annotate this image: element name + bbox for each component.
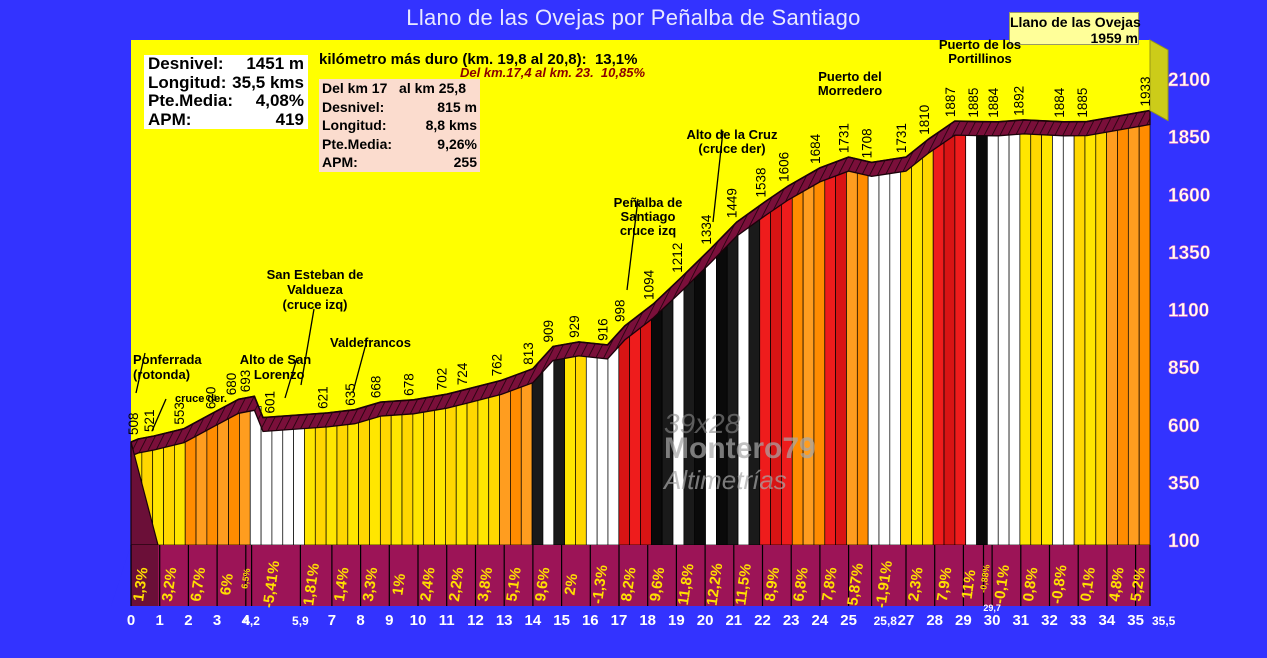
svg-text:35,5: 35,5 — [1152, 614, 1176, 628]
svg-text:14: 14 — [525, 612, 542, 629]
svg-text:1731: 1731 — [894, 123, 909, 153]
svg-text:18: 18 — [639, 612, 656, 629]
svg-text:17: 17 — [611, 612, 628, 629]
svg-text:4,2: 4,2 — [243, 614, 260, 628]
svg-text:1606: 1606 — [776, 152, 791, 182]
svg-text:916: 916 — [596, 318, 611, 341]
svg-text:1887: 1887 — [943, 87, 958, 117]
svg-text:1334: 1334 — [699, 214, 714, 245]
svg-text:35: 35 — [1127, 612, 1144, 629]
svg-text:10: 10 — [410, 612, 427, 629]
svg-text:2%: 2% — [562, 572, 582, 596]
svg-text:1: 1 — [156, 612, 164, 629]
svg-text:2100: 2100 — [1168, 70, 1210, 91]
svg-text:13: 13 — [496, 612, 513, 629]
svg-text:2: 2 — [184, 612, 192, 629]
svg-text:32: 32 — [1041, 612, 1058, 629]
svg-text:1884: 1884 — [986, 87, 1001, 118]
svg-text:702: 702 — [435, 368, 450, 391]
svg-text:1%: 1% — [389, 572, 409, 596]
svg-text:1884: 1884 — [1052, 87, 1067, 118]
svg-text:1850: 1850 — [1168, 128, 1210, 149]
svg-text:1933: 1933 — [1138, 76, 1153, 106]
svg-text:1350: 1350 — [1168, 243, 1210, 264]
svg-text:9: 9 — [385, 612, 393, 629]
svg-text:6%: 6% — [217, 572, 237, 596]
svg-text:678: 678 — [402, 373, 417, 396]
svg-text:762: 762 — [489, 354, 504, 377]
svg-text:25,8: 25,8 — [874, 614, 898, 628]
svg-text:21: 21 — [725, 612, 742, 629]
svg-text:15: 15 — [553, 612, 570, 629]
svg-text:8: 8 — [356, 612, 364, 629]
svg-text:1892: 1892 — [1012, 86, 1027, 116]
svg-text:1731: 1731 — [837, 123, 852, 153]
svg-text:34: 34 — [1099, 612, 1116, 629]
svg-text:521: 521 — [142, 409, 157, 432]
svg-text:813: 813 — [521, 342, 536, 365]
svg-text:7: 7 — [328, 612, 336, 629]
svg-text:1538: 1538 — [753, 167, 768, 197]
svg-text:1094: 1094 — [641, 269, 656, 300]
svg-text:850: 850 — [1168, 358, 1200, 379]
svg-text:23: 23 — [783, 612, 800, 629]
svg-text:621: 621 — [316, 386, 331, 409]
svg-text:1100: 1100 — [1168, 301, 1209, 322]
svg-text:29: 29 — [955, 612, 972, 629]
svg-text:31: 31 — [1012, 612, 1029, 629]
svg-text:27: 27 — [898, 612, 915, 629]
svg-text:11: 11 — [439, 612, 455, 629]
svg-text:929: 929 — [567, 315, 582, 338]
svg-text:24: 24 — [812, 612, 829, 629]
svg-text:16: 16 — [582, 612, 599, 629]
svg-text:0: 0 — [127, 612, 135, 629]
svg-text:28: 28 — [926, 612, 943, 629]
svg-text:724: 724 — [455, 362, 470, 385]
svg-text:33: 33 — [1070, 612, 1087, 629]
svg-text:1600: 1600 — [1168, 185, 1210, 206]
svg-text:668: 668 — [369, 376, 384, 399]
svg-text:1708: 1708 — [860, 128, 875, 158]
svg-text:20: 20 — [697, 612, 714, 629]
svg-text:1810: 1810 — [917, 105, 932, 135]
svg-text:1449: 1449 — [725, 188, 740, 218]
svg-text:508: 508 — [126, 412, 141, 435]
svg-text:29,7: 29,7 — [983, 603, 1001, 613]
svg-text:601: 601 — [263, 391, 278, 414]
svg-text:553: 553 — [172, 402, 187, 425]
svg-text:100: 100 — [1168, 531, 1200, 552]
svg-text:12: 12 — [467, 612, 484, 629]
svg-text:3: 3 — [213, 612, 221, 629]
svg-text:1212: 1212 — [670, 243, 685, 273]
svg-text:600: 600 — [1168, 416, 1200, 437]
svg-text:30: 30 — [984, 612, 1001, 629]
svg-text:909: 909 — [541, 320, 556, 343]
svg-text:1885: 1885 — [966, 88, 981, 118]
svg-text:998: 998 — [613, 299, 628, 322]
svg-text:635: 635 — [343, 383, 358, 406]
svg-text:1684: 1684 — [808, 133, 823, 164]
svg-text:19: 19 — [668, 612, 685, 629]
svg-text:350: 350 — [1168, 473, 1200, 494]
svg-text:1885: 1885 — [1075, 88, 1090, 118]
svg-text:25: 25 — [840, 612, 857, 629]
svg-text:22: 22 — [754, 612, 771, 629]
svg-text:5,9: 5,9 — [292, 614, 309, 628]
